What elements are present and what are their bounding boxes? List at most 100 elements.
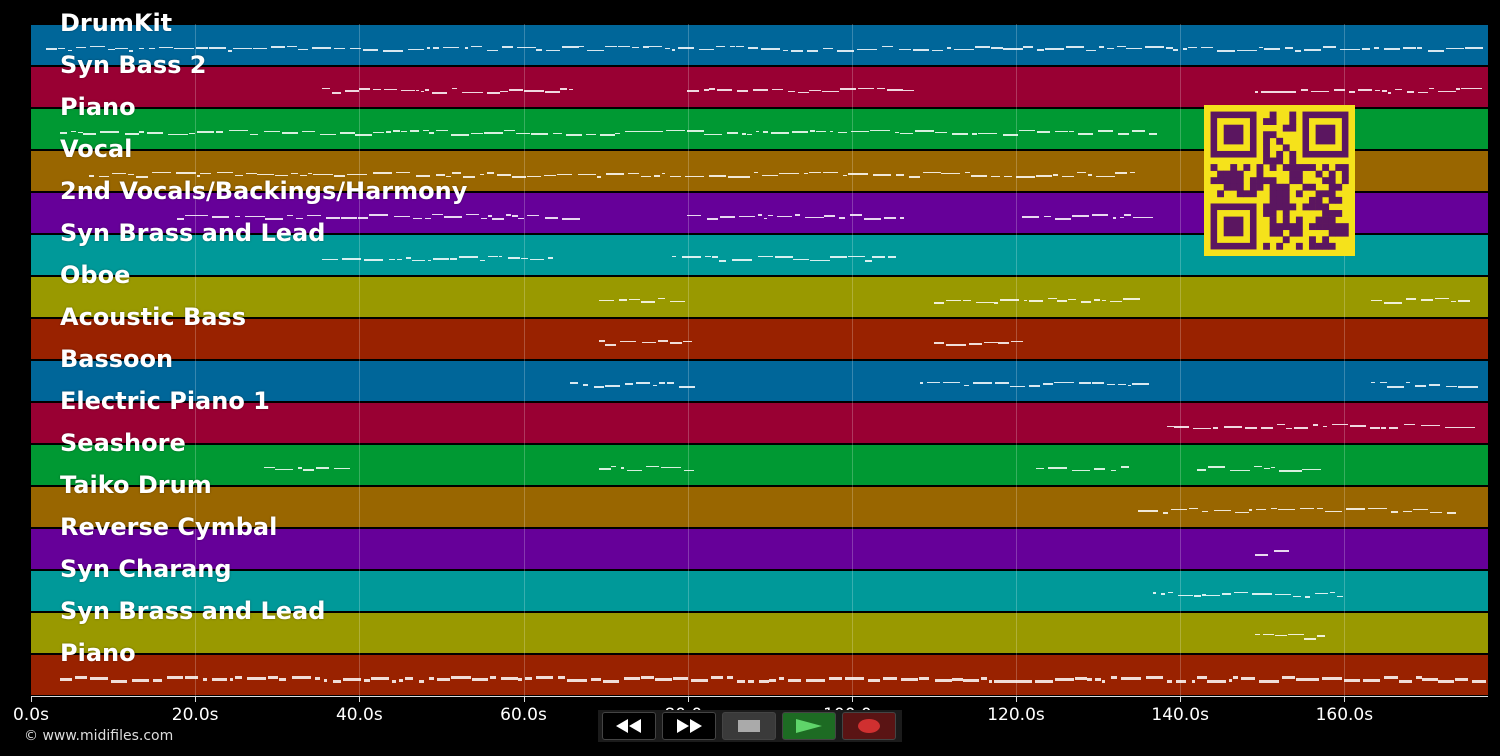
play-button[interactable] <box>782 712 836 740</box>
qr-module <box>1276 150 1284 158</box>
qr-module <box>1269 183 1277 191</box>
fast-forward-icon <box>677 719 702 733</box>
grid-line <box>195 24 197 696</box>
qr-module <box>1263 242 1270 250</box>
qr-module <box>1256 170 1264 178</box>
qr-module <box>1210 164 1218 171</box>
qr-module <box>1341 164 1349 171</box>
qr-module <box>1309 196 1316 204</box>
qr-module <box>1230 177 1238 185</box>
qr-module <box>1328 223 1336 231</box>
axis-tick-label: 60.0s <box>500 705 547 725</box>
track-label: Syn Brass and Lead <box>60 597 326 625</box>
qr-module <box>1341 170 1349 178</box>
track-lane[interactable] <box>31 612 1488 653</box>
qr-module <box>1269 203 1277 211</box>
stop-icon <box>738 720 760 732</box>
qr-module <box>1236 183 1244 191</box>
qr-module <box>1309 164 1316 171</box>
qr-module <box>1210 177 1218 185</box>
qr-module <box>1295 223 1303 231</box>
qr-module <box>1335 223 1343 231</box>
qr-module <box>1295 229 1303 237</box>
qr-module <box>1263 203 1270 211</box>
track-lane[interactable] <box>31 24 1488 65</box>
qr-module <box>1217 190 1224 198</box>
qr-module <box>1217 177 1224 185</box>
qr-module <box>1289 118 1297 125</box>
qr-module <box>1309 223 1316 231</box>
qr-module <box>1236 170 1244 178</box>
track-lane[interactable] <box>31 66 1488 107</box>
qr-module <box>1295 170 1303 178</box>
qr-module <box>1223 124 1244 145</box>
track-lane[interactable] <box>31 318 1488 359</box>
qr-module <box>1263 131 1270 139</box>
stop-button[interactable] <box>722 712 776 740</box>
qr-module <box>1328 216 1336 224</box>
play-icon <box>796 719 822 733</box>
track-lane[interactable] <box>31 360 1488 401</box>
qr-module <box>1289 170 1297 178</box>
track-lane[interactable] <box>31 654 1488 695</box>
qr-module <box>1230 170 1238 178</box>
qr-module <box>1282 183 1290 191</box>
axis-tick <box>1180 696 1182 702</box>
qr-module <box>1289 203 1297 211</box>
track-lane[interactable] <box>31 570 1488 611</box>
qr-module <box>1263 144 1270 152</box>
qr-module <box>1263 118 1270 125</box>
qr-module <box>1282 216 1290 224</box>
qr-module <box>1315 190 1323 198</box>
track-lane[interactable] <box>31 528 1488 569</box>
rewind-button[interactable] <box>602 712 656 740</box>
qr-module <box>1322 177 1330 185</box>
qr-module <box>1269 223 1277 231</box>
track-lane[interactable] <box>31 444 1488 485</box>
qr-module <box>1282 223 1290 231</box>
qr-module <box>1263 210 1270 217</box>
qr-module <box>1276 223 1284 231</box>
qr-module <box>1269 118 1277 125</box>
track-label: Syn Brass and Lead <box>60 219 326 247</box>
axis-tick <box>1016 696 1017 702</box>
track-lane[interactable] <box>31 402 1488 443</box>
track-lane[interactable] <box>31 486 1488 527</box>
track-lane[interactable] <box>31 276 1488 317</box>
qr-module <box>1315 124 1336 145</box>
track-label: Bassoon <box>60 345 174 373</box>
qr-module <box>1289 164 1297 171</box>
qr-module <box>1328 177 1336 185</box>
qr-module <box>1295 242 1303 250</box>
track-label: Vocal <box>60 135 133 163</box>
axis-tick-label: 20.0s <box>171 705 219 725</box>
track-label: Oboe <box>60 261 131 289</box>
qr-module <box>1223 216 1244 237</box>
qr-module <box>1295 216 1303 224</box>
qr-module <box>1315 223 1323 231</box>
qr-module <box>1322 242 1330 250</box>
qr-module <box>1322 190 1330 198</box>
qr-module <box>1322 223 1330 231</box>
qr-module <box>1249 190 1257 198</box>
axis-tick <box>359 696 361 702</box>
axis-tick-label: 140.0s <box>1151 705 1209 725</box>
qr-module <box>1322 203 1330 211</box>
qr-module <box>1269 216 1277 224</box>
track-label: Taiko Drum <box>60 471 212 499</box>
grid-line <box>1016 24 1017 696</box>
qr-module <box>1335 229 1343 237</box>
qr-module <box>1289 157 1297 165</box>
qr-module <box>1335 183 1343 191</box>
qr-module <box>1269 131 1277 139</box>
qr-module <box>1315 170 1323 178</box>
track-label: Syn Bass 2 <box>60 51 207 79</box>
qr-module <box>1309 236 1316 244</box>
grid-line <box>687 24 689 696</box>
record-button[interactable] <box>842 712 896 740</box>
fast-forward-button[interactable] <box>662 712 716 740</box>
qr-module <box>1328 210 1336 217</box>
axis-tick <box>851 696 853 702</box>
qr-module <box>1223 170 1231 178</box>
qr-module <box>1276 157 1284 165</box>
